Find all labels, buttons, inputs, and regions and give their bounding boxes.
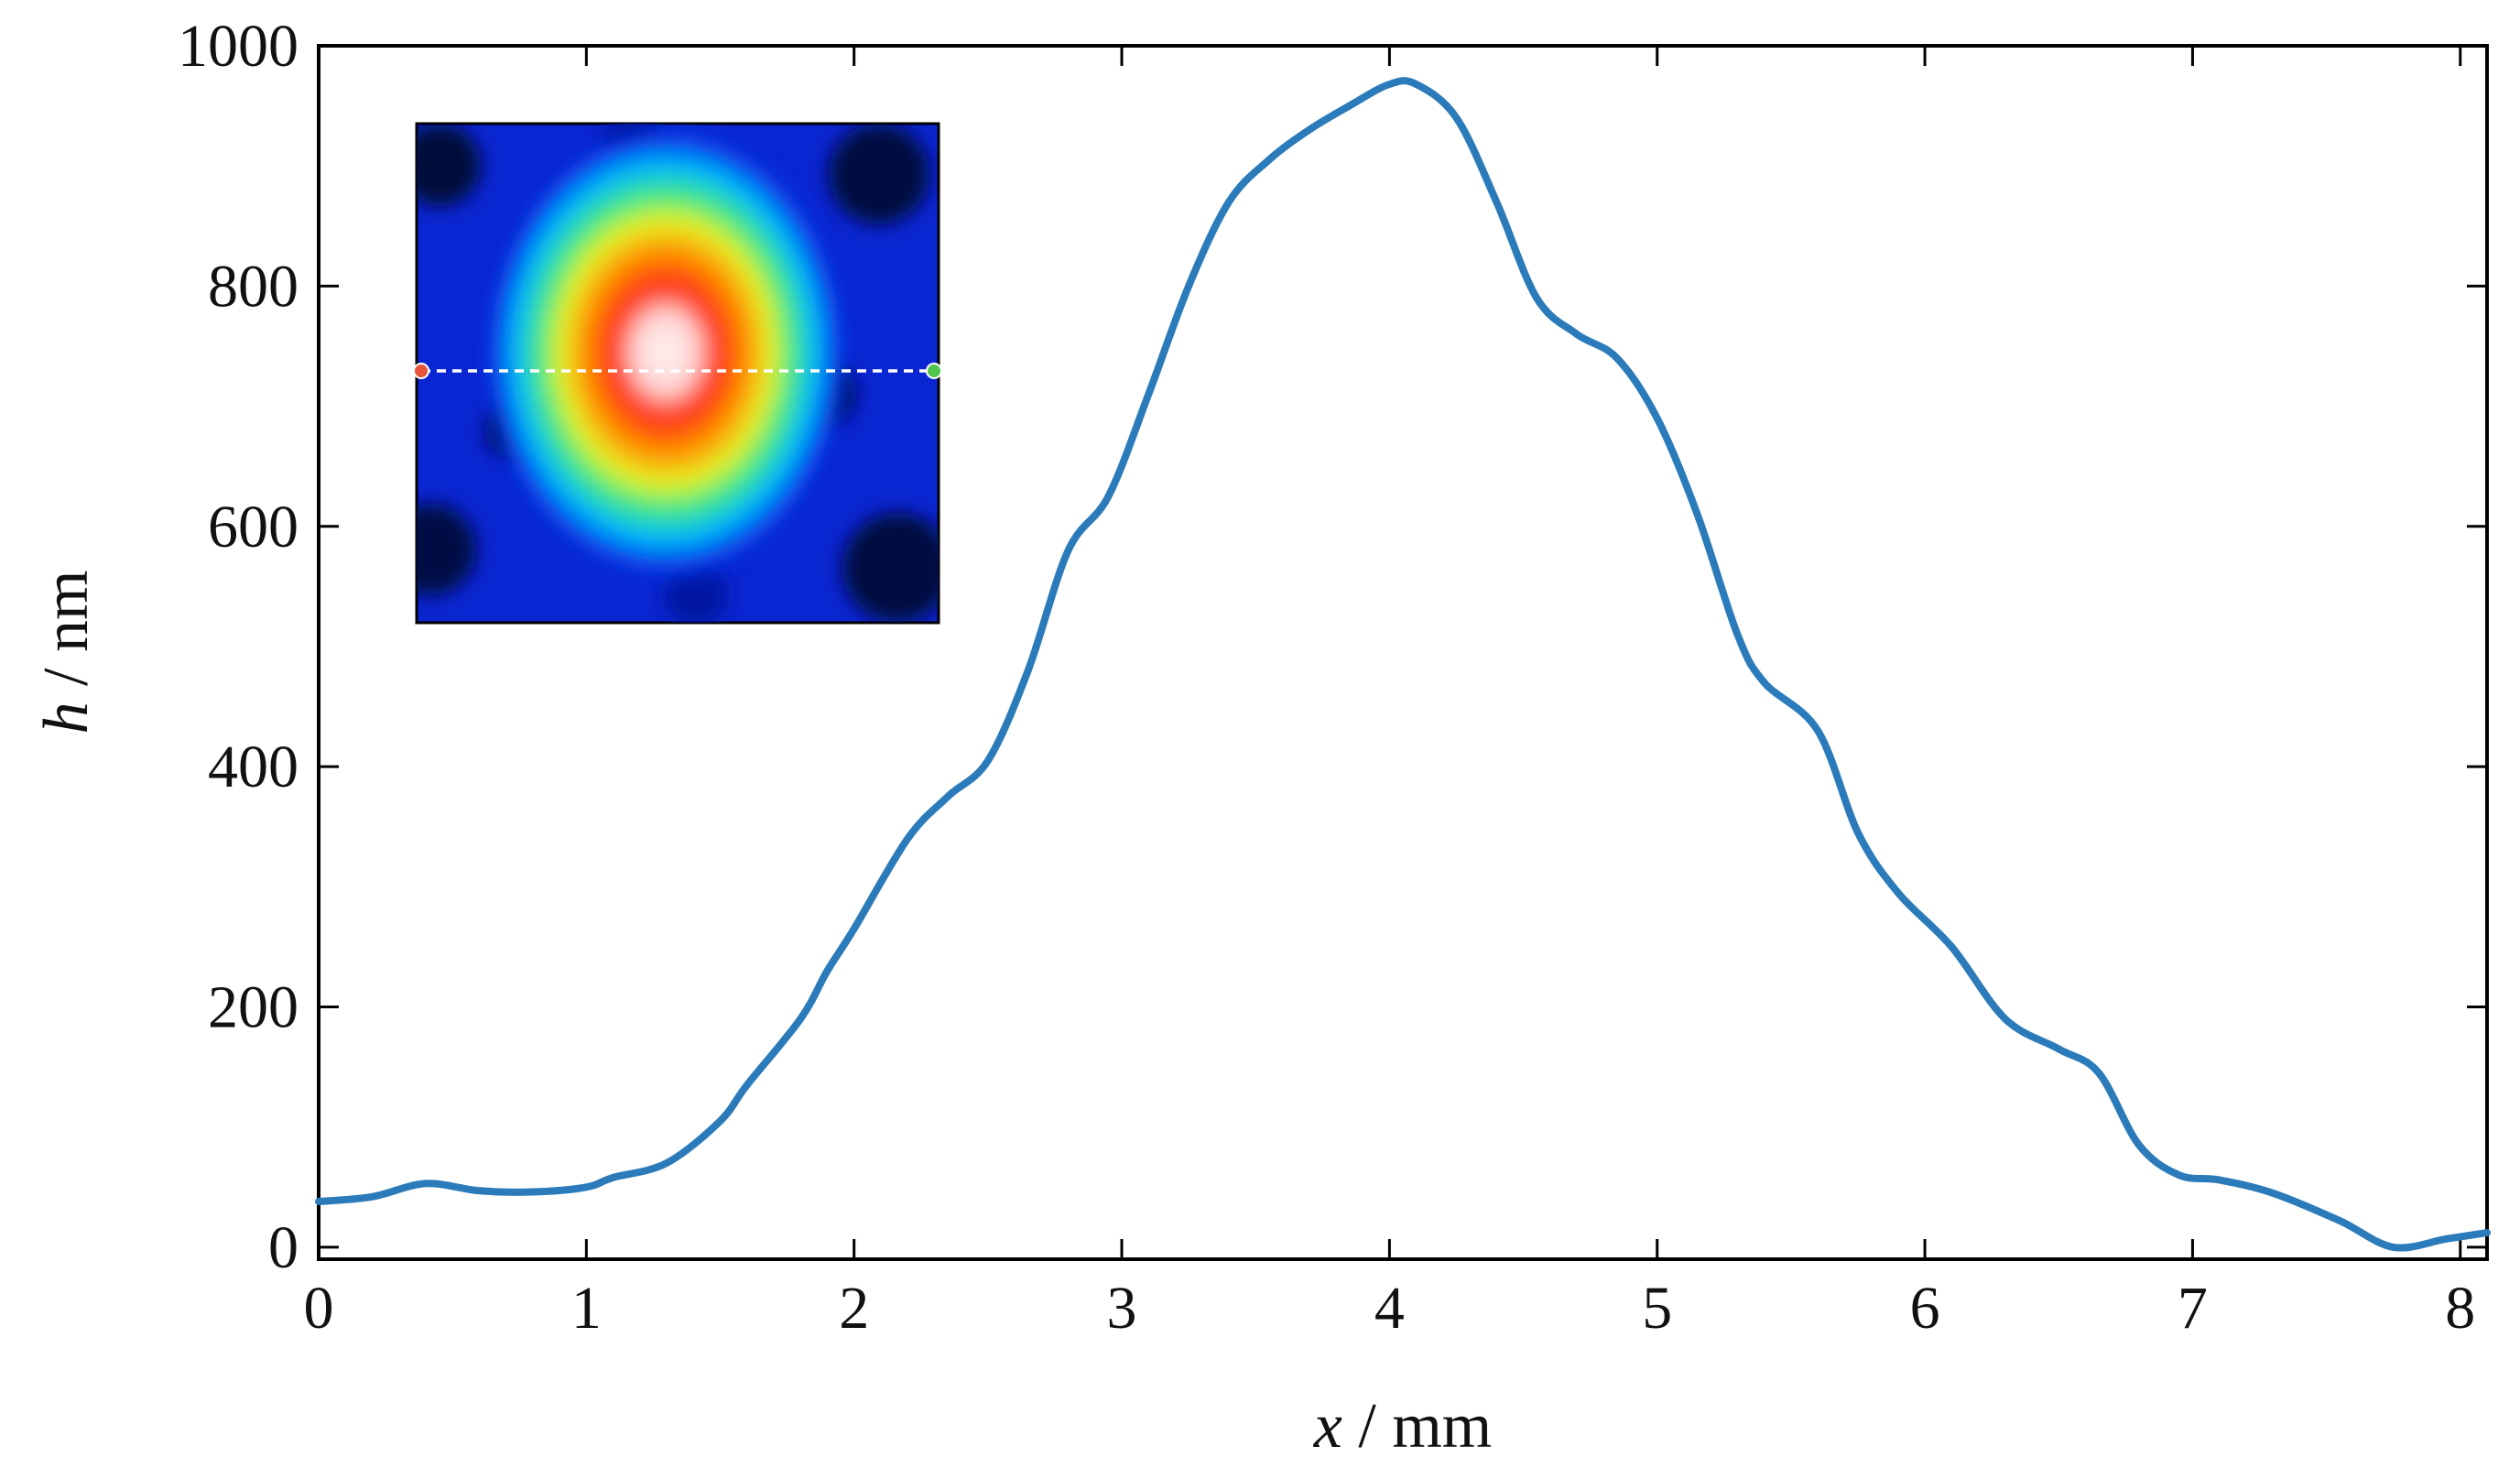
- x-tick-label: 1: [571, 1275, 602, 1342]
- y-tick-label: 1000: [178, 13, 299, 80]
- y-tick-label: 200: [208, 974, 299, 1041]
- inset-end-marker: [926, 363, 942, 379]
- x-tick-label: 5: [1642, 1275, 1672, 1342]
- y-axis-label: h / nm: [31, 571, 102, 734]
- y-tick-label: 400: [208, 734, 299, 800]
- inset-heatmap: [413, 122, 942, 625]
- x-axis-label: x / mm: [1313, 1391, 1492, 1462]
- x-tick-label: 6: [1910, 1275, 1940, 1342]
- y-axis-ticks: 0 200 400 600 800 1000: [178, 13, 2487, 1281]
- x-tick-label: 2: [839, 1275, 869, 1342]
- y-tick-label: 0: [268, 1214, 299, 1281]
- inset-start-marker: [413, 363, 429, 379]
- x-tick-label: 4: [1374, 1275, 1405, 1342]
- x-axis-ticks: 0 1 2 3 4 5 6 7 8: [304, 46, 2475, 1342]
- height-profile-line: [315, 77, 2491, 1252]
- x-tick-label: 0: [304, 1275, 334, 1342]
- x-tick-label: 3: [1107, 1275, 1137, 1342]
- plot-frame: [317, 44, 2489, 1261]
- y-tick-label: 600: [208, 494, 299, 560]
- x-tick-label: 7: [2178, 1275, 2208, 1342]
- y-tick-label: 800: [208, 253, 299, 320]
- x-tick-label: 8: [2445, 1275, 2475, 1342]
